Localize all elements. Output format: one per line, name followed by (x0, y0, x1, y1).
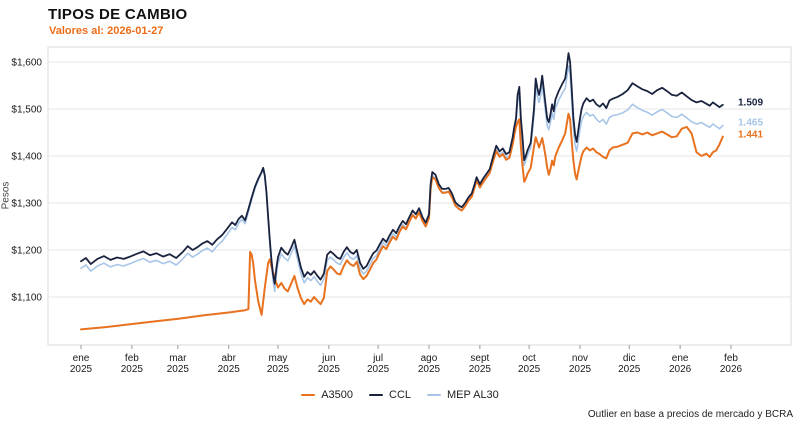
x-tick-year-label: 2025 (418, 364, 441, 375)
series-line-ccl (80, 52, 724, 285)
x-tick-month-label: sept (470, 353, 489, 364)
x-tick-month-label: ene (672, 353, 689, 364)
legend-item-ccl: CCL (369, 389, 411, 401)
x-tick-year-label: 2025 (469, 364, 492, 375)
end-label-mep-al30: 1.465 (738, 117, 764, 129)
x-tick-year-label: 2025 (318, 364, 341, 375)
chart-legend: A3500 CCL MEP AL30 (0, 389, 800, 401)
x-tick-year-label: 2025 (367, 364, 390, 375)
legend-label-ccl: CCL (389, 389, 412, 401)
x-tick-month-label: ago (421, 353, 438, 364)
legend-label-a3500: A3500 (321, 389, 353, 401)
y-axis-title: Pesos (0, 181, 12, 210)
x-tick-year-label: 2025 (70, 364, 93, 375)
x-tick-year-label: 2025 (569, 364, 592, 375)
end-label-ccl: 1.509 (738, 97, 764, 109)
y-tick-label: $1,100 (11, 293, 42, 304)
plot-border (47, 46, 792, 346)
x-tick-year-label: 2026 (669, 364, 692, 375)
x-tick-month-label: abr (222, 353, 237, 364)
x-tick-month-label: feb (125, 353, 139, 364)
x-tick-month-label: jul (372, 353, 383, 364)
x-tick-month-label: dic (623, 353, 636, 364)
x-tick-year-label: 2025 (218, 364, 241, 375)
x-tick-year-label: 2025 (518, 364, 541, 375)
y-tick-label: $1,600 (11, 58, 42, 69)
x-tick-month-label: may (269, 353, 288, 364)
end-label-a3500: 1.441 (738, 129, 764, 141)
y-tick-label: $1,300 (11, 199, 42, 210)
chart-subtitle-date: Valores al: 2026-01-27 (49, 25, 164, 37)
legend-label-mep-al30: MEP AL30 (447, 389, 499, 401)
x-tick-month-label: jun (321, 353, 335, 364)
x-tick-year-label: 2025 (167, 364, 190, 375)
ccl-line-swatch-icon (369, 393, 383, 397)
y-tick-label: $1,500 (11, 105, 42, 116)
x-tick-year-label: 2025 (618, 364, 641, 375)
y-tick-label: $1,400 (11, 152, 42, 163)
source-footnote: Outlier en base a precios de mercado y B… (587, 409, 793, 420)
x-tick-month-label: feb (724, 353, 738, 364)
x-tick-year-label: 2025 (121, 364, 144, 375)
x-tick-month-label: nov (572, 353, 588, 364)
page-title: TIPOS DE CAMBIO (48, 6, 188, 23)
a3500-line-swatch-icon (301, 393, 316, 397)
x-tick-year-label: 2026 (720, 364, 743, 375)
legend-item-mep-al30: MEP AL30 (427, 389, 499, 401)
x-tick-month-label: ene (73, 353, 90, 364)
x-tick-month-label: mar (169, 353, 187, 364)
legend-item-a3500: A3500 (301, 389, 353, 401)
mep-al30-line-swatch-icon (427, 393, 442, 397)
x-tick-month-label: oct (522, 353, 536, 364)
x-tick-year-label: 2025 (267, 364, 290, 375)
y-tick-label: $1,200 (11, 246, 42, 257)
